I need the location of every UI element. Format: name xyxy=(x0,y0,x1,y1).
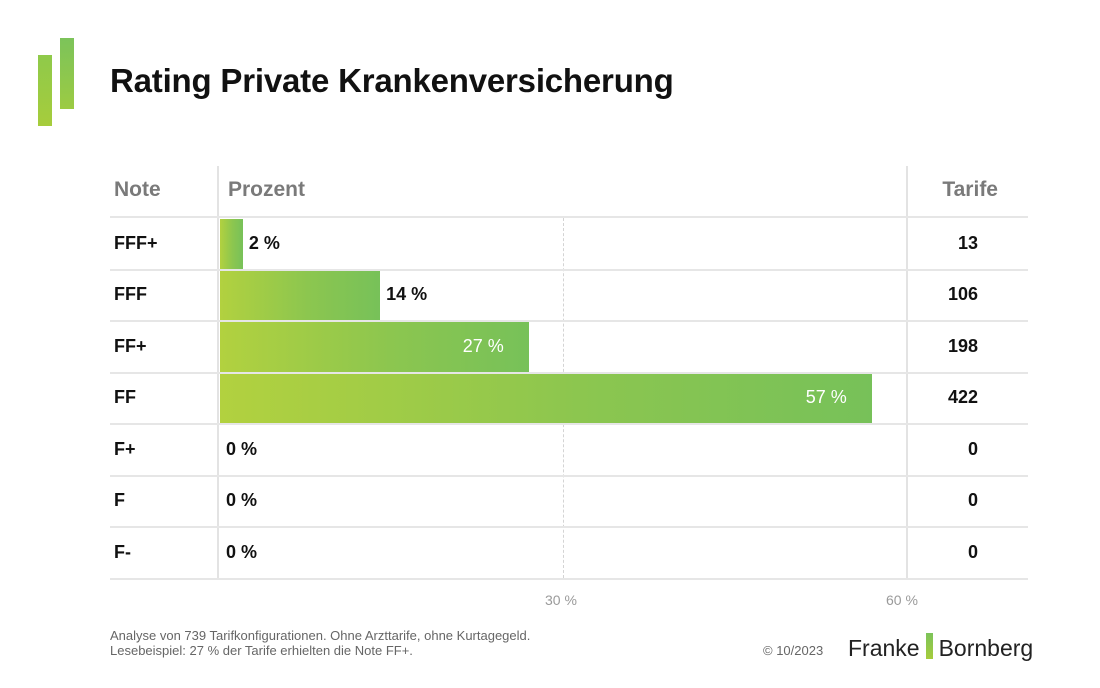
row-divider xyxy=(110,216,1028,218)
value-label: 57 % xyxy=(805,387,847,408)
note-label: FFF+ xyxy=(114,232,158,253)
rating-table: Note Prozent Tarife FFF+ 2 % 13 FFF 14 % 106 F… xyxy=(110,166,1028,580)
header-tarife: Tarife xyxy=(942,178,998,201)
x-tick-30: 30 % xyxy=(545,592,577,608)
tarife-value: 0 xyxy=(967,438,978,459)
note-label: FF xyxy=(114,387,136,408)
row-divider xyxy=(110,577,1028,580)
row-divider xyxy=(110,320,1028,322)
value-label: 0 % xyxy=(226,541,258,562)
header-prozent: Prozent xyxy=(228,178,306,201)
footnote-line-1: Analyse von 739 Tarifkonfigurationen. Oh… xyxy=(110,628,531,643)
note-label: F+ xyxy=(114,438,136,459)
brand-separator-icon xyxy=(925,633,933,659)
logo-bars-icon xyxy=(38,38,78,128)
chart-title: Rating Private Krankenversicherung xyxy=(110,62,674,99)
brand-left: Franke xyxy=(848,635,920,661)
header-note: Note xyxy=(114,178,161,201)
footnote-line-2: Lesebeispiel: 27 % der Tarife erhielten … xyxy=(110,643,413,658)
tarife-value: 13 xyxy=(957,232,978,253)
value-label: 14 % xyxy=(386,284,428,305)
note-label: F xyxy=(114,490,125,511)
value-label: 0 % xyxy=(226,490,258,511)
tarife-value: 0 xyxy=(967,541,978,562)
tarife-value: 106 xyxy=(947,284,978,305)
value-label: 0 % xyxy=(226,438,258,459)
brand-right: Bornberg xyxy=(938,635,1034,661)
bar xyxy=(220,373,872,424)
brand-logo: Franke Bornberg xyxy=(848,633,1033,662)
value-label: 2 % xyxy=(248,232,280,253)
note-label: F- xyxy=(114,541,131,562)
footnote: Analyse von 739 Tarifkonfigurationen. Oh… xyxy=(110,628,530,658)
row-divider xyxy=(110,268,1028,271)
bar xyxy=(220,270,381,321)
copyright: © 10/2023 xyxy=(763,643,824,658)
x-tick-60: 60 % xyxy=(886,592,918,608)
row-divider xyxy=(110,474,1028,477)
note-label: FFF xyxy=(114,284,147,305)
tarife-value: 198 xyxy=(947,335,978,356)
tarife-value: 0 xyxy=(967,490,978,511)
row-divider xyxy=(110,371,1028,374)
bar xyxy=(220,219,243,269)
bar xyxy=(220,322,529,372)
row-divider xyxy=(110,423,1028,425)
note-label: FF+ xyxy=(114,335,147,356)
row-divider xyxy=(110,526,1028,528)
value-label: 27 % xyxy=(462,335,504,356)
tarife-value: 422 xyxy=(947,387,978,408)
